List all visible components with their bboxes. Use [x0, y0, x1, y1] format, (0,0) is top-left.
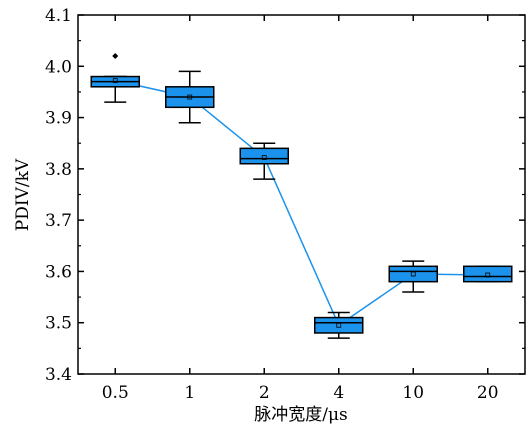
y-tick-label: 3.8: [45, 160, 72, 180]
y-tick-label: 3.9: [45, 109, 72, 129]
x-tick-label: 2: [259, 383, 270, 403]
mean-marker: [410, 271, 416, 277]
mean-marker: [187, 94, 193, 100]
x-tick-label: 4: [333, 383, 344, 403]
mean-line: [115, 79, 488, 327]
box-4: [314, 316, 364, 334]
y-tick-label: 4.1: [45, 6, 72, 26]
y-tick-label: 3.4: [45, 365, 72, 385]
outlier-point: [112, 53, 119, 60]
mean-marker: [112, 78, 118, 84]
y-tick-label: 3.6: [45, 262, 72, 282]
box-2: [239, 147, 289, 165]
x-axis-title: 脉冲宽度/μs: [254, 405, 348, 425]
y-tick-label: 3.7: [45, 211, 72, 231]
mean-marker: [485, 272, 491, 278]
box-20: [463, 265, 513, 283]
y-axis-title: PDIV/kV: [13, 158, 33, 231]
x-tick-label: 1: [184, 383, 195, 403]
x-tick-label: 10: [402, 383, 424, 403]
y-tick-label: 3.5: [45, 314, 72, 334]
mean-marker: [336, 322, 342, 328]
box-10: [388, 265, 438, 283]
mean-marker: [261, 155, 267, 160]
plot-frame: [77, 14, 526, 375]
x-tick-label: 20: [477, 383, 499, 403]
x-tick-label: 0.5: [102, 383, 129, 403]
y-tick-label: 4.0: [45, 57, 72, 77]
